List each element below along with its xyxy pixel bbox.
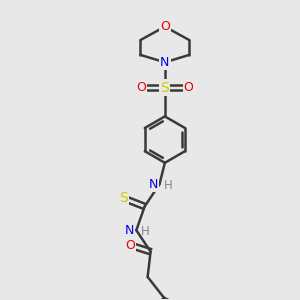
Text: S: S <box>119 191 128 205</box>
Text: H: H <box>141 225 150 238</box>
Text: N: N <box>148 178 158 191</box>
Text: O: O <box>184 81 194 94</box>
Text: O: O <box>160 20 170 33</box>
Text: N: N <box>125 224 134 237</box>
Text: O: O <box>125 238 135 252</box>
Text: S: S <box>160 81 169 94</box>
Text: O: O <box>136 81 146 94</box>
Text: H: H <box>164 179 173 192</box>
Text: N: N <box>160 56 170 69</box>
